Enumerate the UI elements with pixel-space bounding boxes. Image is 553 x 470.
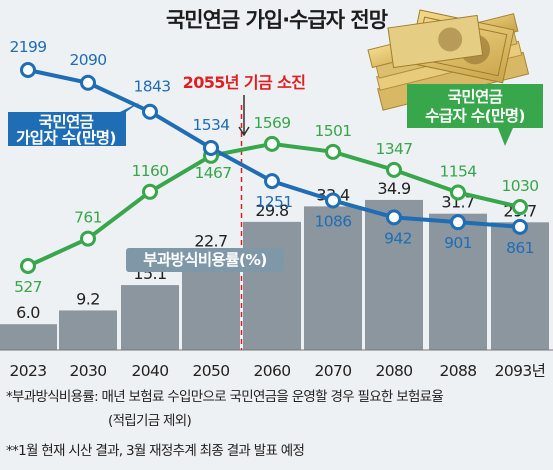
- x-tick-label: 2088: [439, 362, 476, 380]
- recipients-point: [325, 143, 341, 160]
- members-legend-line1: 국민연금: [39, 113, 94, 131]
- recipients-value-label: 1160: [131, 162, 168, 180]
- x-tick-label: 2060: [253, 362, 290, 380]
- recipients-value-label: 761: [74, 209, 102, 227]
- members-point: [264, 173, 280, 190]
- rate-bar: [491, 222, 549, 350]
- members-legend-line2: 가입자 수(만명): [16, 129, 116, 147]
- x-tick-label: 2023: [9, 362, 46, 380]
- rate-legend-box: [126, 248, 284, 272]
- note-definition-cont: (적립기금 제외): [108, 413, 191, 429]
- members-value-label: 1843: [133, 78, 170, 96]
- rate-bar: [243, 221, 301, 350]
- rate-value-label: 9.2: [76, 289, 100, 308]
- rate-value-label: 31.7: [441, 193, 474, 212]
- recipients-point: [512, 199, 528, 216]
- members-value-label: 901: [444, 234, 472, 252]
- x-tick-label: 2070: [314, 362, 351, 380]
- recipients-value-label: 1154: [439, 163, 476, 181]
- members-point: [325, 192, 341, 209]
- recipients-point: [264, 135, 280, 152]
- rate-value-label: 29.8: [255, 201, 289, 220]
- members-value-label: 2090: [69, 51, 106, 69]
- members-value-label: 1251: [255, 193, 292, 211]
- recipients-legend-box: [407, 84, 543, 146]
- members-point: [203, 139, 219, 156]
- recipients-point: [20, 258, 36, 274]
- members-value-label: 861: [506, 239, 534, 257]
- x-tick-label: 2040: [131, 362, 168, 380]
- rate-legend-label: 부과방식비용률(%): [143, 251, 267, 269]
- x-tick-label: 2030: [69, 362, 106, 380]
- rate-bar: [304, 206, 362, 350]
- members-point: [386, 209, 402, 226]
- x-tick-label: 2093년: [495, 362, 546, 380]
- members-point: [512, 218, 528, 235]
- rate-bar: [59, 310, 117, 350]
- members-point: [80, 74, 96, 91]
- recipients-value-label: 1569: [253, 114, 290, 132]
- recipients-point: [386, 161, 402, 178]
- chart-title: 국민연금 가입·수급자 전망: [165, 8, 388, 32]
- members-point: [20, 62, 36, 78]
- recipients-value-label: 1501: [314, 122, 351, 140]
- note-schedule: **1월 현재 시산 결과, 3월 재정추계 최종 결과 발표 예정: [6, 443, 304, 459]
- recipients-point: [142, 183, 158, 200]
- recipients-point: [450, 184, 466, 201]
- depletion-arrow: [238, 95, 250, 137]
- recipients-value-label: 1347: [375, 140, 412, 158]
- members-value-label: 1086: [314, 212, 351, 230]
- plot-area: 6.09.215.122.729.833.434.931.729.7202320…: [0, 38, 553, 380]
- members-legend-box: [8, 102, 140, 146]
- x-tick-label: 2080: [375, 362, 412, 380]
- recipients-value-label: 1030: [501, 177, 538, 195]
- members-value-label: 2199: [9, 38, 46, 56]
- note-definition: *부과방식비용률: 매년 보험료 수입만으로 국민연금을 운영할 경우 필요한 …: [6, 389, 443, 405]
- recipients-legend-line2: 수급자 수(만명): [425, 107, 525, 125]
- rate-value-label: 6.0: [16, 303, 40, 322]
- rate-value-label: 34.9: [377, 179, 411, 198]
- recipients-point: [80, 230, 96, 247]
- money-stack-image: 50000: [367, 9, 530, 111]
- members-point: [450, 214, 466, 231]
- recipients-value-label: 1467: [194, 164, 231, 182]
- recipients-value-label: 527: [14, 278, 42, 296]
- members-value-label: 942: [384, 229, 412, 247]
- members-value-label: 1534: [192, 116, 229, 134]
- rate-bar: [0, 324, 57, 350]
- recipients-legend-line1: 국민연금: [448, 88, 503, 106]
- x-tick-label: 2050: [192, 362, 229, 380]
- rate-bar: [429, 213, 487, 350]
- rate-value-label: 22.7: [194, 231, 227, 250]
- rate-bar: [121, 285, 179, 350]
- members-point: [142, 103, 158, 120]
- depletion-annotation: 2055년 기금 소진: [183, 73, 306, 92]
